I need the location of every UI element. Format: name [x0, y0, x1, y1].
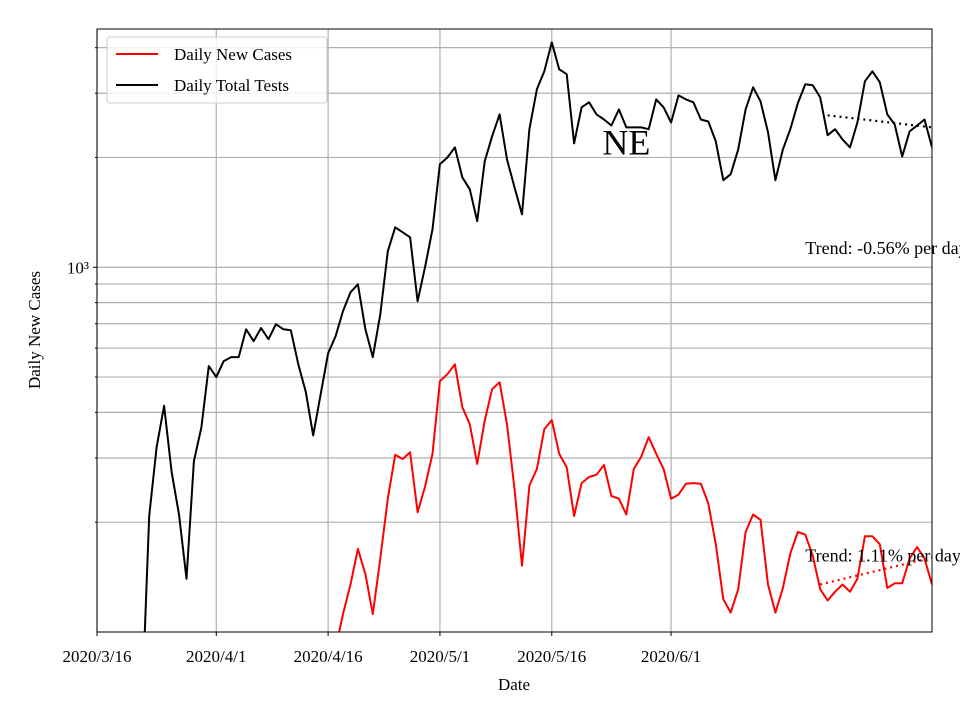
plot-frame: [96, 28, 933, 633]
y-tick-label: 10³: [67, 258, 89, 277]
legend-label: Daily New Cases: [174, 45, 292, 64]
annotation: Trend: 1.11% per day: [805, 546, 960, 566]
x-tick-label: 2020/4/16: [294, 647, 363, 666]
axes: 2020/3/16 2020/4/1 2020/4/16 2020/5/1 2020/5…: [63, 47, 701, 666]
trend-line: [819, 556, 932, 586]
annotation: NE: [602, 122, 650, 162]
x-axis-label: Date: [498, 675, 530, 694]
legend-label: Daily Total Tests: [174, 76, 289, 95]
annotation: Trend: -0.56% per day: [805, 238, 960, 258]
series-line: [338, 363, 932, 632]
x-tick-label: 2020/3/16: [63, 647, 132, 666]
plot-lines: [143, 41, 932, 632]
legend: Daily New Cases Daily Total Tests: [106, 36, 328, 104]
y-axis-label: Daily New Cases: [25, 271, 44, 389]
x-tick-label: 2020/5/1: [410, 647, 470, 666]
legend-box: [106, 36, 328, 104]
x-tick-label: 2020/5/16: [517, 647, 586, 666]
x-tick-label: 2020/4/1: [186, 647, 246, 666]
grid: [96, 29, 932, 632]
series-line: [143, 41, 932, 632]
x-tick-label: 2020/6/1: [641, 647, 701, 666]
